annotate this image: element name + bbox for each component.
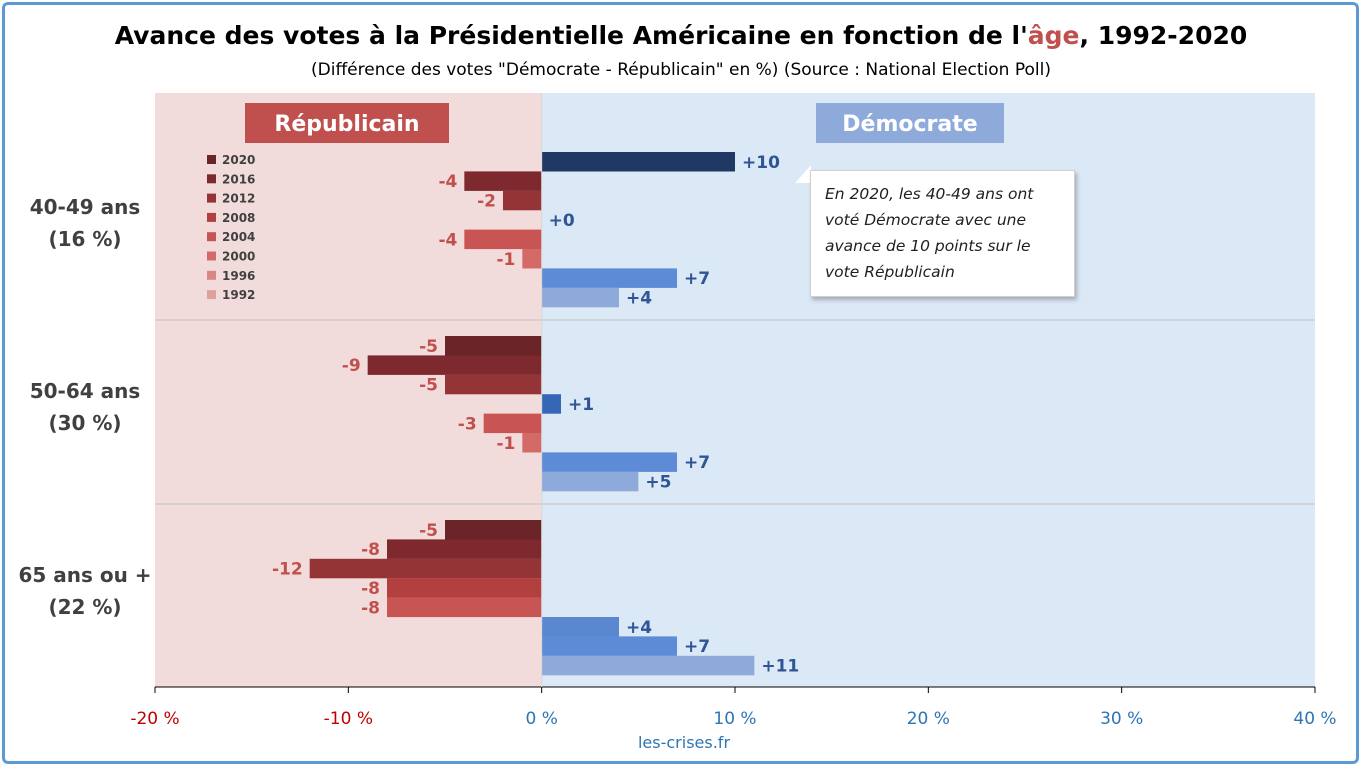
bar — [445, 520, 542, 540]
bar — [464, 229, 542, 250]
data-label: -5 — [419, 521, 438, 541]
data-label: -8 — [361, 540, 380, 560]
bar — [522, 249, 542, 269]
legend-swatch — [207, 232, 216, 242]
data-label: +5 — [645, 473, 671, 493]
bar — [367, 355, 542, 375]
data-label: -12 — [272, 560, 303, 580]
chart: Républicain Démocrate +10 -4 -2 +0 -4 -1 +7 +4 -5… — [18, 21, 1336, 752]
legend-label: 2008 — [222, 211, 255, 225]
data-label: +7 — [684, 269, 710, 289]
category-label: 40-49 ans — [30, 195, 141, 219]
bar — [541, 655, 755, 676]
legend-label: 2020 — [222, 153, 255, 167]
legend-label: 1996 — [222, 269, 255, 283]
bar — [445, 336, 542, 356]
category-label: 65 ans ou + — [18, 563, 151, 587]
bar — [483, 413, 542, 434]
data-label: +4 — [626, 618, 652, 638]
title-highlight: âge — [1028, 21, 1080, 50]
democrat-banner — [816, 103, 1004, 143]
data-label: -9 — [342, 356, 361, 376]
democrat-banner-label: Démocrate — [842, 112, 977, 137]
data-label: -5 — [419, 337, 438, 357]
data-label: -4 — [438, 230, 457, 250]
legend-swatch — [207, 193, 216, 203]
legend-swatch — [207, 290, 216, 300]
data-label: +7 — [684, 637, 710, 657]
legend-swatch — [207, 270, 216, 280]
bar — [445, 374, 542, 395]
category-label: 50-64 ans — [30, 379, 141, 403]
bar — [464, 171, 542, 191]
title-part: Avance des votes à la Présidentielle Amé… — [115, 21, 1028, 50]
data-label: -8 — [361, 579, 380, 599]
republican-banner — [245, 103, 449, 143]
bar — [541, 471, 639, 492]
legend-label: 2000 — [222, 250, 255, 264]
legend-swatch — [207, 174, 216, 184]
legend-label: 1992 — [222, 288, 255, 302]
annotation-text: En 2020, les 40-49 ans ont voté Démocrat… — [825, 185, 1034, 281]
bar — [503, 190, 542, 211]
bar — [387, 539, 542, 559]
x-tick-label: 40 % — [1293, 709, 1336, 729]
x-tick-label: -10 % — [324, 709, 373, 729]
bar — [387, 597, 542, 618]
legend-swatch — [207, 155, 216, 164]
data-label: +7 — [684, 453, 710, 473]
category-label-share: (22 %) — [48, 595, 121, 619]
data-label: +0 — [549, 211, 575, 231]
bar — [541, 452, 677, 472]
source-label: les-crises.fr — [638, 733, 730, 752]
legend-swatch — [207, 212, 216, 222]
bar — [541, 636, 677, 656]
data-label: +11 — [761, 657, 799, 677]
bar — [541, 394, 561, 414]
category-label-share: (30 %) — [48, 411, 121, 435]
bar — [522, 433, 542, 453]
legend-label: 2012 — [222, 192, 255, 206]
x-tick-label: 20 % — [907, 709, 950, 729]
chart-title: Avance des votes à la Présidentielle Amé… — [115, 21, 1248, 50]
data-label: -5 — [419, 376, 438, 396]
data-label: -2 — [477, 192, 496, 212]
chart-subtitle: (Différence des votes "Démocrate - Répub… — [311, 60, 1051, 80]
data-label: -4 — [438, 172, 457, 192]
x-tick-label: 10 % — [713, 709, 756, 729]
data-label: +1 — [568, 395, 594, 415]
data-label: +4 — [626, 289, 652, 309]
annotation-callout: En 2020, les 40-49 ans ont voté Démocrat… — [810, 170, 1075, 297]
bar — [541, 152, 735, 172]
x-tick-label: 30 % — [1100, 709, 1143, 729]
data-label: -1 — [496, 250, 515, 270]
category-label-share: (16 %) — [48, 227, 121, 251]
bar — [541, 617, 619, 637]
data-label: -3 — [458, 414, 477, 434]
bar — [541, 287, 619, 308]
bar — [309, 558, 542, 579]
data-label: -8 — [361, 598, 380, 618]
x-tick-label: 0 % — [525, 709, 557, 729]
callout-tail — [795, 165, 811, 183]
data-label: +10 — [742, 153, 780, 173]
legend-label: 2004 — [222, 230, 255, 244]
x-tick-label: -20 % — [130, 709, 179, 729]
legend-label: 2016 — [222, 172, 255, 186]
data-label: -1 — [496, 434, 515, 454]
bar — [541, 268, 677, 288]
bar — [387, 578, 542, 598]
republican-banner-label: Républicain — [274, 112, 419, 137]
legend-swatch — [207, 251, 216, 261]
title-part: , 1992-2020 — [1080, 21, 1248, 50]
